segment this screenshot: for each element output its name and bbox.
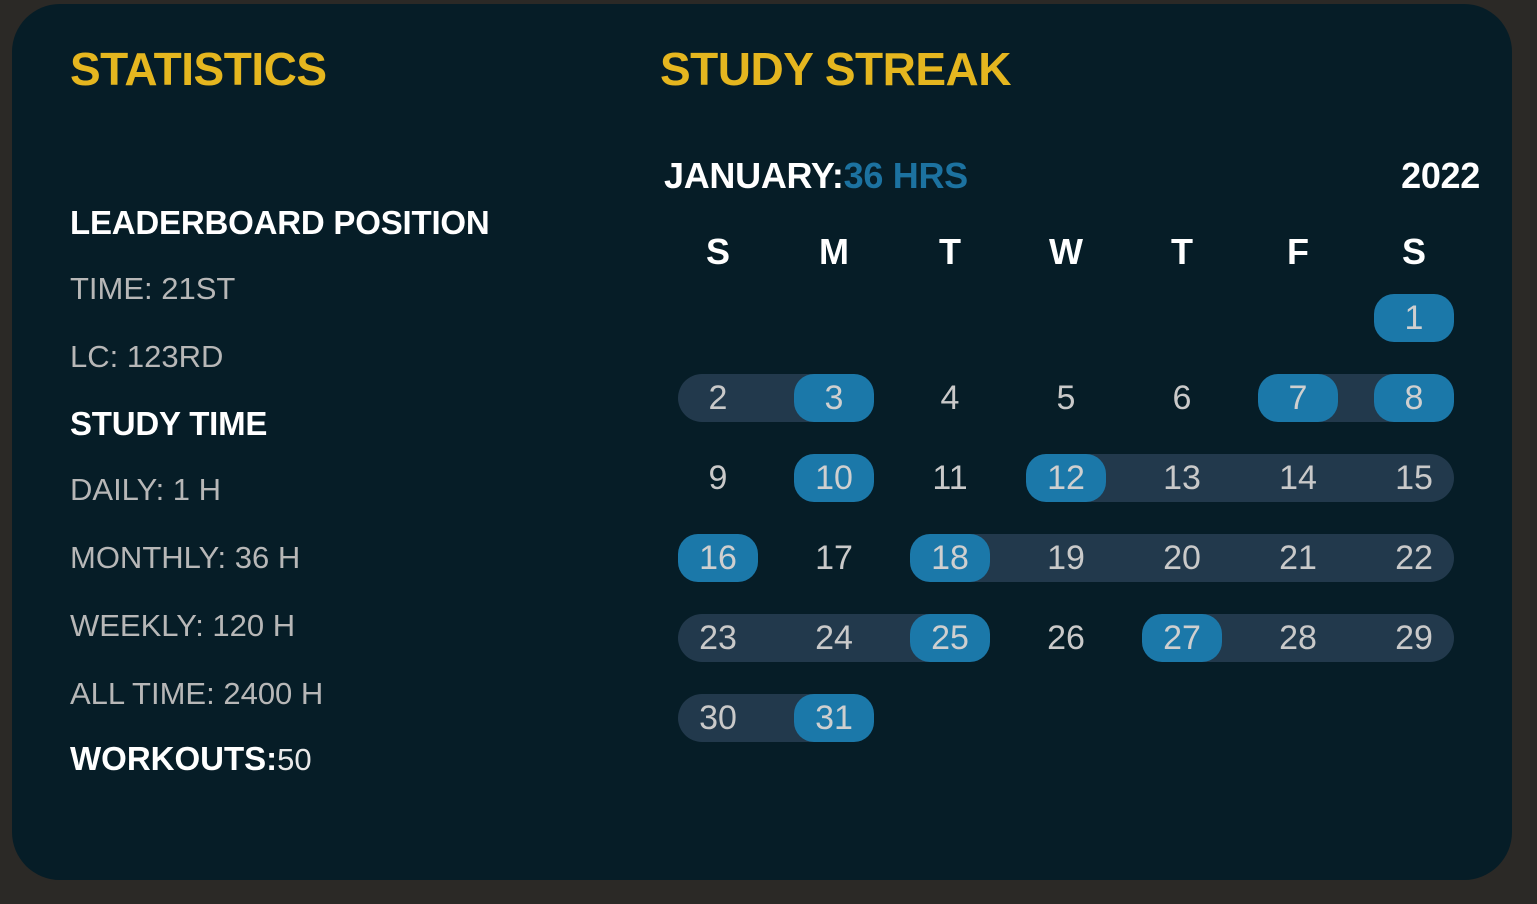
calendar-day-31[interactable]: 31 bbox=[794, 694, 874, 742]
calendar-day-23[interactable]: 23 bbox=[699, 619, 737, 657]
calendar-header: JANUARY:36 HRS 2022 bbox=[660, 155, 1480, 201]
calendar-day-10[interactable]: 10 bbox=[794, 454, 874, 502]
calendar-day-20[interactable]: 20 bbox=[1163, 539, 1201, 577]
calendar-day-19[interactable]: 19 bbox=[1047, 539, 1085, 577]
calendar-month-hours: 36 HRS bbox=[843, 155, 969, 196]
calendar-day-9[interactable]: 9 bbox=[708, 459, 728, 497]
calendar-day-18[interactable]: 18 bbox=[910, 534, 990, 582]
study-time-daily: DAILY: 1 H bbox=[70, 472, 222, 507]
calendar-month-summary: JANUARY:36 HRS bbox=[664, 155, 968, 197]
calendar-weekday-2: T bbox=[939, 231, 961, 272]
calendar-day-12[interactable]: 12 bbox=[1026, 454, 1106, 502]
workouts-label: WORKOUTS: bbox=[70, 740, 278, 777]
calendar-day-8[interactable]: 8 bbox=[1374, 374, 1454, 422]
calendar-day-4[interactable]: 4 bbox=[940, 379, 960, 417]
calendar-day-15[interactable]: 15 bbox=[1395, 459, 1433, 497]
calendar-week-row: 1 bbox=[660, 278, 1472, 358]
statistics-title: STATISTICS bbox=[70, 43, 327, 95]
statistics-panel: STATISTICS LEADERBOARD POSITION TIME: 21… bbox=[70, 46, 630, 778]
study-time-heading: STUDY TIME bbox=[70, 405, 268, 442]
calendar-week-row: 30 31 bbox=[660, 678, 1472, 758]
calendar-day-28[interactable]: 28 bbox=[1279, 619, 1317, 657]
calendar-day-29[interactable]: 29 bbox=[1395, 619, 1433, 657]
study-time-monthly: MONTHLY: 36 H bbox=[70, 540, 301, 575]
calendar-day-26[interactable]: 26 bbox=[1047, 619, 1085, 657]
calendar-weekday-4: T bbox=[1171, 231, 1193, 272]
calendar-day-30[interactable]: 30 bbox=[699, 699, 737, 737]
calendar-day-25[interactable]: 25 bbox=[910, 614, 990, 662]
study-time-all-time: ALL TIME: 2400 H bbox=[70, 676, 324, 711]
calendar-day-7[interactable]: 7 bbox=[1258, 374, 1338, 422]
calendar-weekday-1: M bbox=[819, 231, 849, 272]
calendar-month-name: JANUARY: bbox=[664, 155, 844, 196]
calendar-weekday-3: W bbox=[1049, 231, 1083, 272]
calendar-year: 2022 bbox=[1401, 155, 1480, 196]
calendar-weekday-6: S bbox=[1401, 231, 1426, 272]
calendar-day-13[interactable]: 13 bbox=[1163, 459, 1201, 497]
leaderboard-time-rank: TIME: 21ST bbox=[70, 271, 236, 306]
study-time-weekly: WEEKLY: 120 H bbox=[70, 608, 296, 643]
workouts-value: 50 bbox=[277, 742, 312, 777]
calendar-week-row: 9 10 11 12 13 14 15 bbox=[660, 438, 1472, 518]
calendar-day-22[interactable]: 22 bbox=[1395, 539, 1433, 577]
calendar-day-16[interactable]: 16 bbox=[678, 534, 758, 582]
calendar-day-6[interactable]: 6 bbox=[1172, 379, 1192, 417]
leaderboard-position-heading: LEADERBOARD POSITION bbox=[70, 204, 490, 241]
calendar-week-row: 23 24 25 26 27 28 29 bbox=[660, 598, 1472, 678]
calendar-weekday-0: S bbox=[705, 231, 730, 272]
calendar-weekday-5: F bbox=[1287, 231, 1309, 272]
calendar-day-1[interactable]: 1 bbox=[1374, 294, 1454, 342]
calendar-day-5[interactable]: 5 bbox=[1056, 379, 1076, 417]
calendar-day-11[interactable]: 11 bbox=[932, 459, 968, 497]
study-streak-title: STUDY STREAK bbox=[660, 43, 1011, 95]
calendar-weeks: 1 2 3 4 5 6 7 8 9 10 11 12 13 14 15 16 17 18 19 20 21 22 23 24 2… bbox=[660, 278, 1472, 758]
workouts-row: WORKOUTS:50 bbox=[70, 740, 630, 778]
calendar-day-2[interactable]: 2 bbox=[708, 379, 728, 417]
calendar-day-3[interactable]: 3 bbox=[794, 374, 874, 422]
stats-card: STATISTICS LEADERBOARD POSITION TIME: 21… bbox=[12, 4, 1512, 880]
calendar-day-17[interactable]: 17 bbox=[815, 539, 853, 577]
calendar-week-row: 16 17 18 19 20 21 22 bbox=[660, 518, 1472, 598]
calendar-day-14[interactable]: 14 bbox=[1279, 459, 1317, 497]
leaderboard-lc-rank: LC: 123RD bbox=[70, 339, 224, 374]
calendar-day-27[interactable]: 27 bbox=[1142, 614, 1222, 662]
calendar-streak-band bbox=[910, 534, 1454, 582]
calendar-day-21[interactable]: 21 bbox=[1279, 539, 1317, 577]
calendar-day-24[interactable]: 24 bbox=[815, 619, 853, 657]
